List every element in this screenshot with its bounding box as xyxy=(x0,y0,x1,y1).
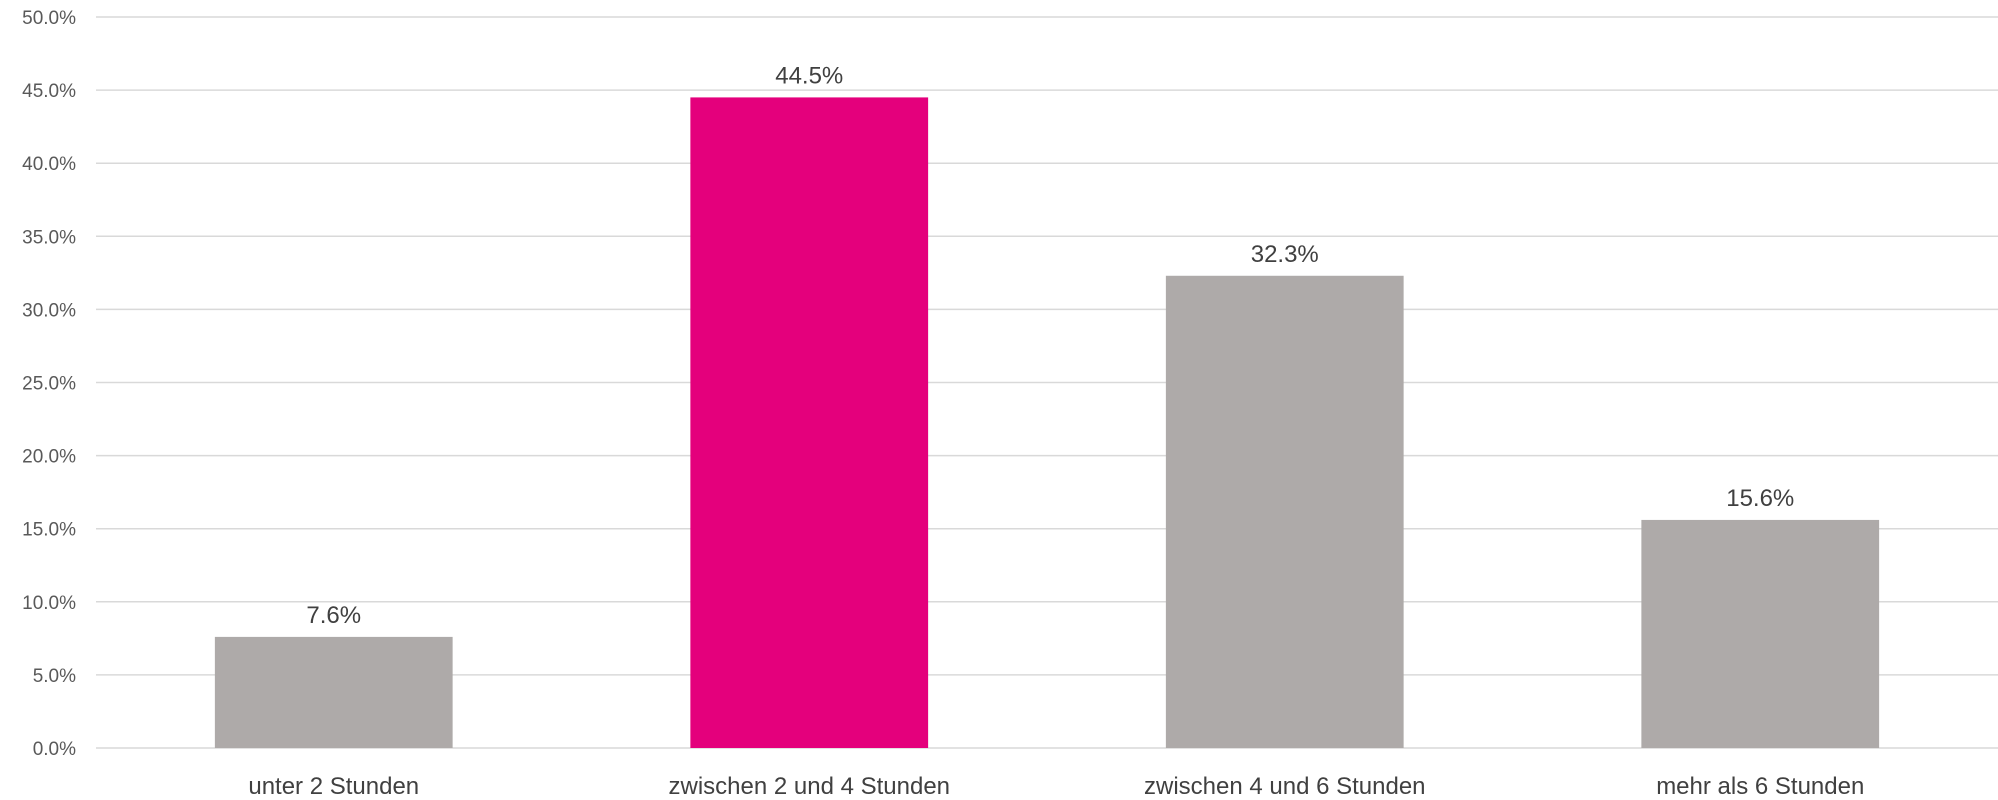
x-category-label: unter 2 Stunden xyxy=(248,773,419,800)
bar xyxy=(214,636,453,748)
bar xyxy=(1165,275,1404,748)
y-tick-label: 5.0% xyxy=(33,666,76,687)
bar xyxy=(1641,519,1880,748)
data-label: 7.6% xyxy=(306,602,361,629)
y-tick-label: 40.0% xyxy=(22,154,76,175)
x-axis-categories: unter 2 Stunden zwischen 2 und 4 Stunden z… xyxy=(248,773,1864,800)
data-labels: 7.6% 44.5% 32.3% 15.6% xyxy=(306,62,1794,628)
bars xyxy=(214,97,1880,748)
y-tick-label: 15.0% xyxy=(22,520,76,541)
y-tick-label: 50.0% xyxy=(22,8,76,29)
y-tick-label: 10.0% xyxy=(22,593,76,614)
y-tick-label: 25.0% xyxy=(22,374,76,395)
data-label: 44.5% xyxy=(775,62,843,89)
y-tick-label: 20.0% xyxy=(22,447,76,468)
y-tick-label: 45.0% xyxy=(22,81,76,102)
y-tick-label: 35.0% xyxy=(22,227,76,248)
data-label: 32.3% xyxy=(1251,241,1319,268)
y-tick-label: 30.0% xyxy=(22,300,76,321)
x-category-label: zwischen 4 und 6 Stunden xyxy=(1144,773,1426,800)
data-label: 15.6% xyxy=(1726,485,1794,512)
bar xyxy=(690,97,929,748)
x-category-label: mehr als 6 Stunden xyxy=(1656,773,1864,800)
x-category-label: zwischen 2 und 4 Stunden xyxy=(668,773,950,800)
y-tick-label: 0.0% xyxy=(33,739,76,760)
y-axis-ticks: 0.0% 5.0% 10.0% 15.0% 20.0% 25.0% 30.0% 35.0% 40… xyxy=(22,8,76,760)
